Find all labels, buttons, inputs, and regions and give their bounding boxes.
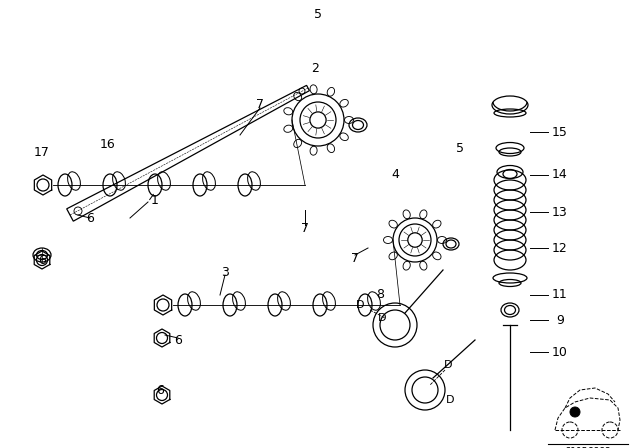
Text: 2: 2 xyxy=(311,61,319,74)
Text: D: D xyxy=(444,360,452,370)
Text: 7: 7 xyxy=(256,99,264,112)
Text: 16: 16 xyxy=(100,138,116,151)
Text: 6: 6 xyxy=(38,254,46,267)
Text: 7: 7 xyxy=(351,251,359,264)
Text: 6: 6 xyxy=(174,333,182,346)
Circle shape xyxy=(570,407,580,417)
Text: 3: 3 xyxy=(221,266,229,279)
Text: 5: 5 xyxy=(456,142,464,155)
Text: 4: 4 xyxy=(391,168,399,181)
Text: D: D xyxy=(356,300,364,310)
Text: 10: 10 xyxy=(552,345,568,358)
Text: D: D xyxy=(445,395,454,405)
Text: 5: 5 xyxy=(314,8,322,21)
Text: D: D xyxy=(378,313,387,323)
Text: C005C882: C005C882 xyxy=(564,447,611,448)
Text: 8: 8 xyxy=(376,289,384,302)
Text: 12: 12 xyxy=(552,241,568,254)
Text: 7: 7 xyxy=(301,221,309,234)
Text: 1: 1 xyxy=(151,194,159,207)
Text: 13: 13 xyxy=(552,206,568,219)
Text: 11: 11 xyxy=(552,289,568,302)
Text: 17: 17 xyxy=(34,146,50,159)
Text: 6: 6 xyxy=(86,211,94,224)
Text: 14: 14 xyxy=(552,168,568,181)
Text: 15: 15 xyxy=(552,125,568,138)
Text: 6: 6 xyxy=(156,383,164,396)
Text: 9: 9 xyxy=(556,314,564,327)
